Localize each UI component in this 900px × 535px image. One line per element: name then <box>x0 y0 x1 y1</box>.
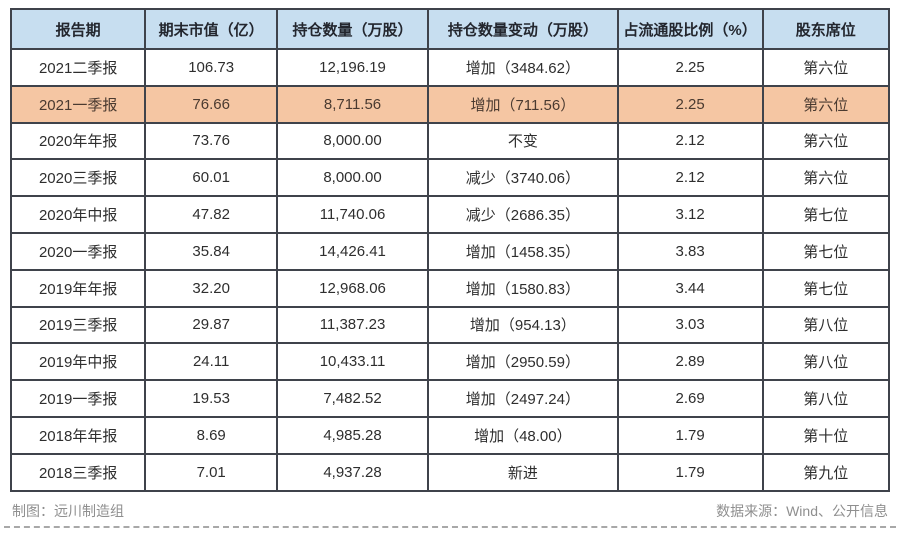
market-value-cell: 47.82 <box>144 195 279 234</box>
market-value-cell: 8.69 <box>144 415 279 455</box>
float-ratio-cell: 3.03 <box>616 305 764 345</box>
table-row: 2019一季报 19.53 7,482.52 增加（2497.24） 2.69 第八位 <box>9 379 891 418</box>
report-period-cell: 2020年中报 <box>9 195 147 234</box>
shareholder-rank-cell: 第十位 <box>761 415 891 455</box>
shareholder-rank-cell: 第六位 <box>761 121 891 161</box>
holding-change-cell: 增加（954.13） <box>427 305 619 345</box>
table-row: 2020一季报 35.84 14,426.41 增加（1458.35） 3.83 第七位 <box>9 231 891 271</box>
holding-change-cell: 增加（48.00） <box>427 415 619 455</box>
holding-change-cell: 新进 <box>427 452 619 492</box>
table-row: 2019年中报 24.11 10,433.11 增加（2950.59） 2.89 第八位 <box>9 342 891 382</box>
table-body: 2021二季报 106.73 12,196.19 增加（3484.62） 2.25 第六位… <box>9 48 891 492</box>
shareholder-rank-cell: 第八位 <box>761 305 891 345</box>
float-ratio-cell: 2.25 <box>616 84 764 124</box>
market-value-cell: 35.84 <box>144 231 279 271</box>
shareholder-rank-cell: 第七位 <box>761 231 891 271</box>
holding-change-cell: 增加（1580.83） <box>427 268 619 308</box>
holding-qty-cell: 12,968.06 <box>276 268 430 308</box>
float-ratio-cell: 1.79 <box>616 415 764 455</box>
holding-qty-cell: 8,000.00 <box>276 121 430 161</box>
source-text: 数据来源：Wind、公开信息 <box>716 502 888 519</box>
shareholder-rank-cell: 第八位 <box>761 342 891 382</box>
market-value-cell: 19.53 <box>144 379 279 418</box>
market-value-cell: 29.87 <box>144 305 279 345</box>
report-period-cell: 2018年年报 <box>9 415 147 455</box>
table-row: 2021二季报 106.73 12,196.19 增加（3484.62） 2.25 第六位 <box>9 48 891 87</box>
market-value-cell: 24.11 <box>144 342 279 382</box>
holding-qty-cell: 12,196.19 <box>276 48 430 87</box>
report-period-cell: 2020年年报 <box>9 121 147 161</box>
shareholder-rank-cell: 第九位 <box>761 452 891 492</box>
holdings-table: 报告期 期末市值（亿） 持仓数量（万股） 持仓数量变动（万股） 占流通股比例（%） 股东席… <box>9 8 891 492</box>
holding-change-cell: 减少（3740.06） <box>427 158 619 198</box>
bottom-dashed-divider <box>4 526 896 528</box>
column-header-3: 持仓数量变动（万股） <box>427 8 619 50</box>
float-ratio-cell: 2.89 <box>616 342 764 382</box>
float-ratio-cell: 1.79 <box>616 452 764 492</box>
shareholder-rank-cell: 第八位 <box>761 379 891 418</box>
holding-qty-cell: 4,937.28 <box>276 452 430 492</box>
table-row: 2019年年报 32.20 12,968.06 增加（1580.83） 3.44 第七位 <box>9 268 891 308</box>
column-header-0: 报告期 <box>9 8 147 50</box>
column-header-4: 占流通股比例（%） <box>616 8 764 50</box>
column-header-1: 期末市值（亿） <box>144 8 279 50</box>
report-period-cell: 2020三季报 <box>9 158 147 198</box>
holding-change-cell: 增加（2950.59） <box>427 342 619 382</box>
holding-change-cell: 增加（2497.24） <box>427 379 619 418</box>
market-value-cell: 106.73 <box>144 48 279 87</box>
shareholder-rank-cell: 第六位 <box>761 158 891 198</box>
shareholder-rank-cell: 第七位 <box>761 268 891 308</box>
report-period-cell: 2021二季报 <box>9 48 147 87</box>
holding-change-cell: 减少（2686.35） <box>427 195 619 234</box>
report-period-cell: 2021一季报 <box>9 84 147 124</box>
column-header-5: 股东席位 <box>761 8 891 50</box>
holding-qty-cell: 11,387.23 <box>276 305 430 345</box>
table-row: 2018三季报 7.01 4,937.28 新进 1.79 第九位 <box>9 452 891 492</box>
shareholder-rank-cell: 第六位 <box>761 48 891 87</box>
table-row: 2018年年报 8.69 4,985.28 增加（48.00） 1.79 第十位 <box>9 415 891 455</box>
column-header-2: 持仓数量（万股） <box>276 8 430 50</box>
shareholder-rank-cell: 第七位 <box>761 195 891 234</box>
report-period-cell: 2019三季报 <box>9 305 147 345</box>
report-period-cell: 2019年年报 <box>9 268 147 308</box>
shareholder-rank-cell: 第六位 <box>761 84 891 124</box>
report-period-cell: 2020一季报 <box>9 231 147 271</box>
holding-qty-cell: 14,426.41 <box>276 231 430 271</box>
float-ratio-cell: 3.83 <box>616 231 764 271</box>
market-value-cell: 73.76 <box>144 121 279 161</box>
market-value-cell: 7.01 <box>144 452 279 492</box>
credit-text: 制图：远川制造组 <box>12 502 124 519</box>
float-ratio-cell: 3.12 <box>616 195 764 234</box>
holding-qty-cell: 8,711.56 <box>276 84 430 124</box>
table-row: 2020年年报 73.76 8,000.00 不变 2.12 第六位 <box>9 121 891 161</box>
table-row: 2020年中报 47.82 11,740.06 减少（2686.35） 3.12 第七位 <box>9 195 891 234</box>
holding-qty-cell: 8,000.00 <box>276 158 430 198</box>
table-row: 2021一季报 76.66 8,711.56 增加（711.56） 2.25 第六位 <box>9 84 891 124</box>
table-row: 2019三季报 29.87 11,387.23 增加（954.13） 3.03 第八位 <box>9 305 891 345</box>
float-ratio-cell: 3.44 <box>616 268 764 308</box>
table-row: 2020三季报 60.01 8,000.00 减少（3740.06） 2.12 第六位 <box>9 158 891 198</box>
float-ratio-cell: 2.25 <box>616 48 764 87</box>
header-row: 报告期 期末市值（亿） 持仓数量（万股） 持仓数量变动（万股） 占流通股比例（%） 股东席… <box>9 8 891 50</box>
holding-qty-cell: 4,985.28 <box>276 415 430 455</box>
holding-change-cell: 增加（1458.35） <box>427 231 619 271</box>
footer: 制图：远川制造组 数据来源：Wind、公开信息 <box>10 492 890 521</box>
holding-change-cell: 增加（3484.62） <box>427 48 619 87</box>
holding-qty-cell: 7,482.52 <box>276 379 430 418</box>
report-period-cell: 2019一季报 <box>9 379 147 418</box>
report-period-cell: 2019年中报 <box>9 342 147 382</box>
market-value-cell: 60.01 <box>144 158 279 198</box>
holding-change-cell: 增加（711.56） <box>427 84 619 124</box>
market-value-cell: 32.20 <box>144 268 279 308</box>
float-ratio-cell: 2.12 <box>616 158 764 198</box>
market-value-cell: 76.66 <box>144 84 279 124</box>
holding-qty-cell: 11,740.06 <box>276 195 430 234</box>
float-ratio-cell: 2.69 <box>616 379 764 418</box>
holding-qty-cell: 10,433.11 <box>276 342 430 382</box>
float-ratio-cell: 2.12 <box>616 121 764 161</box>
report-period-cell: 2018三季报 <box>9 452 147 492</box>
holding-change-cell: 不变 <box>427 121 619 161</box>
